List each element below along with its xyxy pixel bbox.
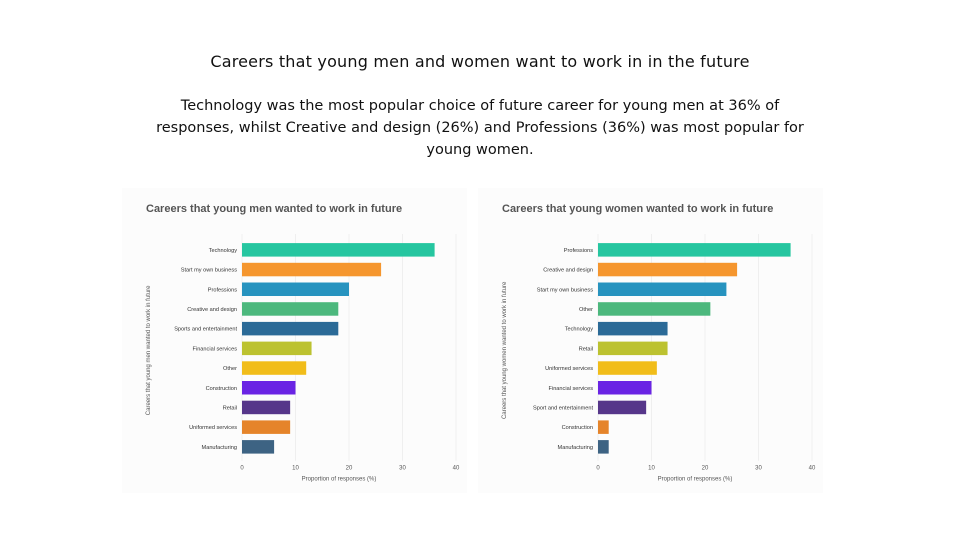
category-label: Construction	[206, 386, 237, 392]
bar	[242, 381, 296, 395]
category-label: Start my own business	[181, 268, 237, 274]
x-tick-label: 40	[809, 466, 816, 472]
bar	[598, 381, 652, 395]
x-tick-label: 0	[240, 466, 244, 472]
bar	[242, 420, 291, 434]
category-label: Start my own business	[537, 287, 593, 293]
chart-men: Careers that young men wanted to work in…	[146, 203, 460, 483]
bar	[598, 420, 609, 434]
chart-panel-women: Careers that young women wanted to work …	[478, 188, 823, 493]
bar	[598, 341, 668, 356]
bar	[598, 400, 647, 415]
bar	[598, 321, 668, 336]
bar	[598, 361, 657, 375]
chart-title: Careers that young men wanted to work in…	[146, 203, 402, 215]
category-label: Retail	[579, 346, 593, 352]
x-tick-label: 30	[755, 466, 762, 472]
bar	[598, 440, 609, 454]
bar	[242, 262, 382, 277]
chart-title: Careers that young women wanted to work …	[502, 203, 773, 215]
bar	[598, 302, 711, 316]
category-label: Professions	[564, 248, 593, 254]
x-tick-label: 10	[292, 466, 299, 472]
chart-panel-men: Careers that young men wanted to work in…	[122, 188, 467, 493]
x-tick-label: 30	[399, 466, 406, 472]
x-tick-label: 20	[346, 466, 353, 472]
bar	[242, 321, 339, 336]
category-label: Creative and design	[543, 268, 593, 274]
category-label: Uniformed services	[545, 366, 593, 372]
y-axis-title: Careers that young men wanted to work in…	[146, 285, 152, 415]
category-label: Sport and entertainment	[533, 405, 593, 411]
bar	[242, 341, 312, 356]
category-label: Technology	[565, 327, 594, 333]
x-axis-title: Proportion of responses (%)	[302, 477, 377, 483]
bar	[242, 282, 349, 296]
x-tick-label: 40	[453, 466, 460, 472]
category-label: Other	[223, 366, 237, 372]
category-label: Retail	[223, 405, 237, 411]
chart-women: Careers that young women wanted to work …	[502, 203, 816, 483]
category-label: Technology	[209, 248, 238, 254]
bar	[242, 440, 275, 454]
category-label: Financial services	[193, 346, 238, 352]
bar	[598, 243, 791, 257]
category-label: Manufacturing	[558, 445, 593, 451]
category-label: Sports and entertainment	[174, 327, 237, 333]
category-label: Construction	[562, 425, 593, 431]
x-tick-label: 0	[596, 466, 600, 472]
x-tick-label: 20	[702, 466, 709, 472]
category-label: Other	[579, 307, 593, 313]
bar	[242, 243, 435, 257]
y-axis-title: Careers that young women wanted to work …	[502, 281, 508, 419]
bar	[242, 400, 291, 415]
bar	[598, 262, 738, 277]
category-label: Manufacturing	[202, 445, 237, 451]
bar	[242, 302, 339, 316]
x-axis-title: Proportion of responses (%)	[658, 477, 733, 483]
slide-title: Careers that young men and women want to…	[210, 52, 750, 71]
bar	[242, 361, 307, 375]
category-label: Professions	[208, 287, 237, 293]
category-label: Creative and design	[187, 307, 237, 313]
category-label: Uniformed services	[189, 425, 237, 431]
bar	[598, 282, 727, 296]
slide-subtitle: Technology was the most popular choice o…	[156, 98, 804, 158]
x-tick-label: 10	[648, 466, 655, 472]
category-label: Financial services	[549, 386, 594, 392]
